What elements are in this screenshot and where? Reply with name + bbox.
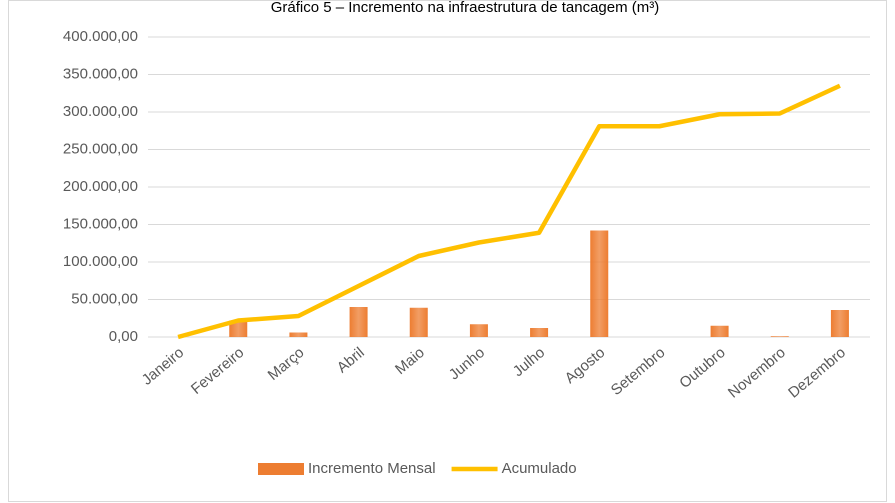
y-tick-label: 100.000,00 [63, 253, 138, 270]
bar [770, 336, 789, 337]
chart-title: Gráfico 5 – Incremento na infraestrutura… [271, 0, 660, 16]
legend-label: Incremento Mensal [308, 460, 436, 477]
y-tick-label: 0,00 [109, 328, 138, 345]
bar [289, 332, 308, 337]
y-tick-label: 50.000,00 [71, 290, 138, 307]
bar [469, 324, 488, 337]
bar [409, 307, 428, 337]
line [177, 83, 841, 340]
legend-label: Acumulado [502, 460, 577, 477]
bar [349, 307, 368, 337]
y-tick-label: 300.000,00 [63, 103, 138, 120]
bar [530, 328, 549, 337]
legend-swatch [258, 463, 304, 475]
bar [830, 310, 849, 337]
bar [590, 230, 609, 337]
y-tick-label: 200.000,00 [63, 178, 138, 195]
y-tick-label: 150.000,00 [63, 215, 138, 232]
bar [229, 320, 248, 337]
y-tick-label: 400.000,00 [63, 28, 138, 45]
y-tick-label: 350.000,00 [63, 65, 138, 82]
bar [710, 325, 729, 337]
y-tick-label: 250.000,00 [63, 140, 138, 157]
